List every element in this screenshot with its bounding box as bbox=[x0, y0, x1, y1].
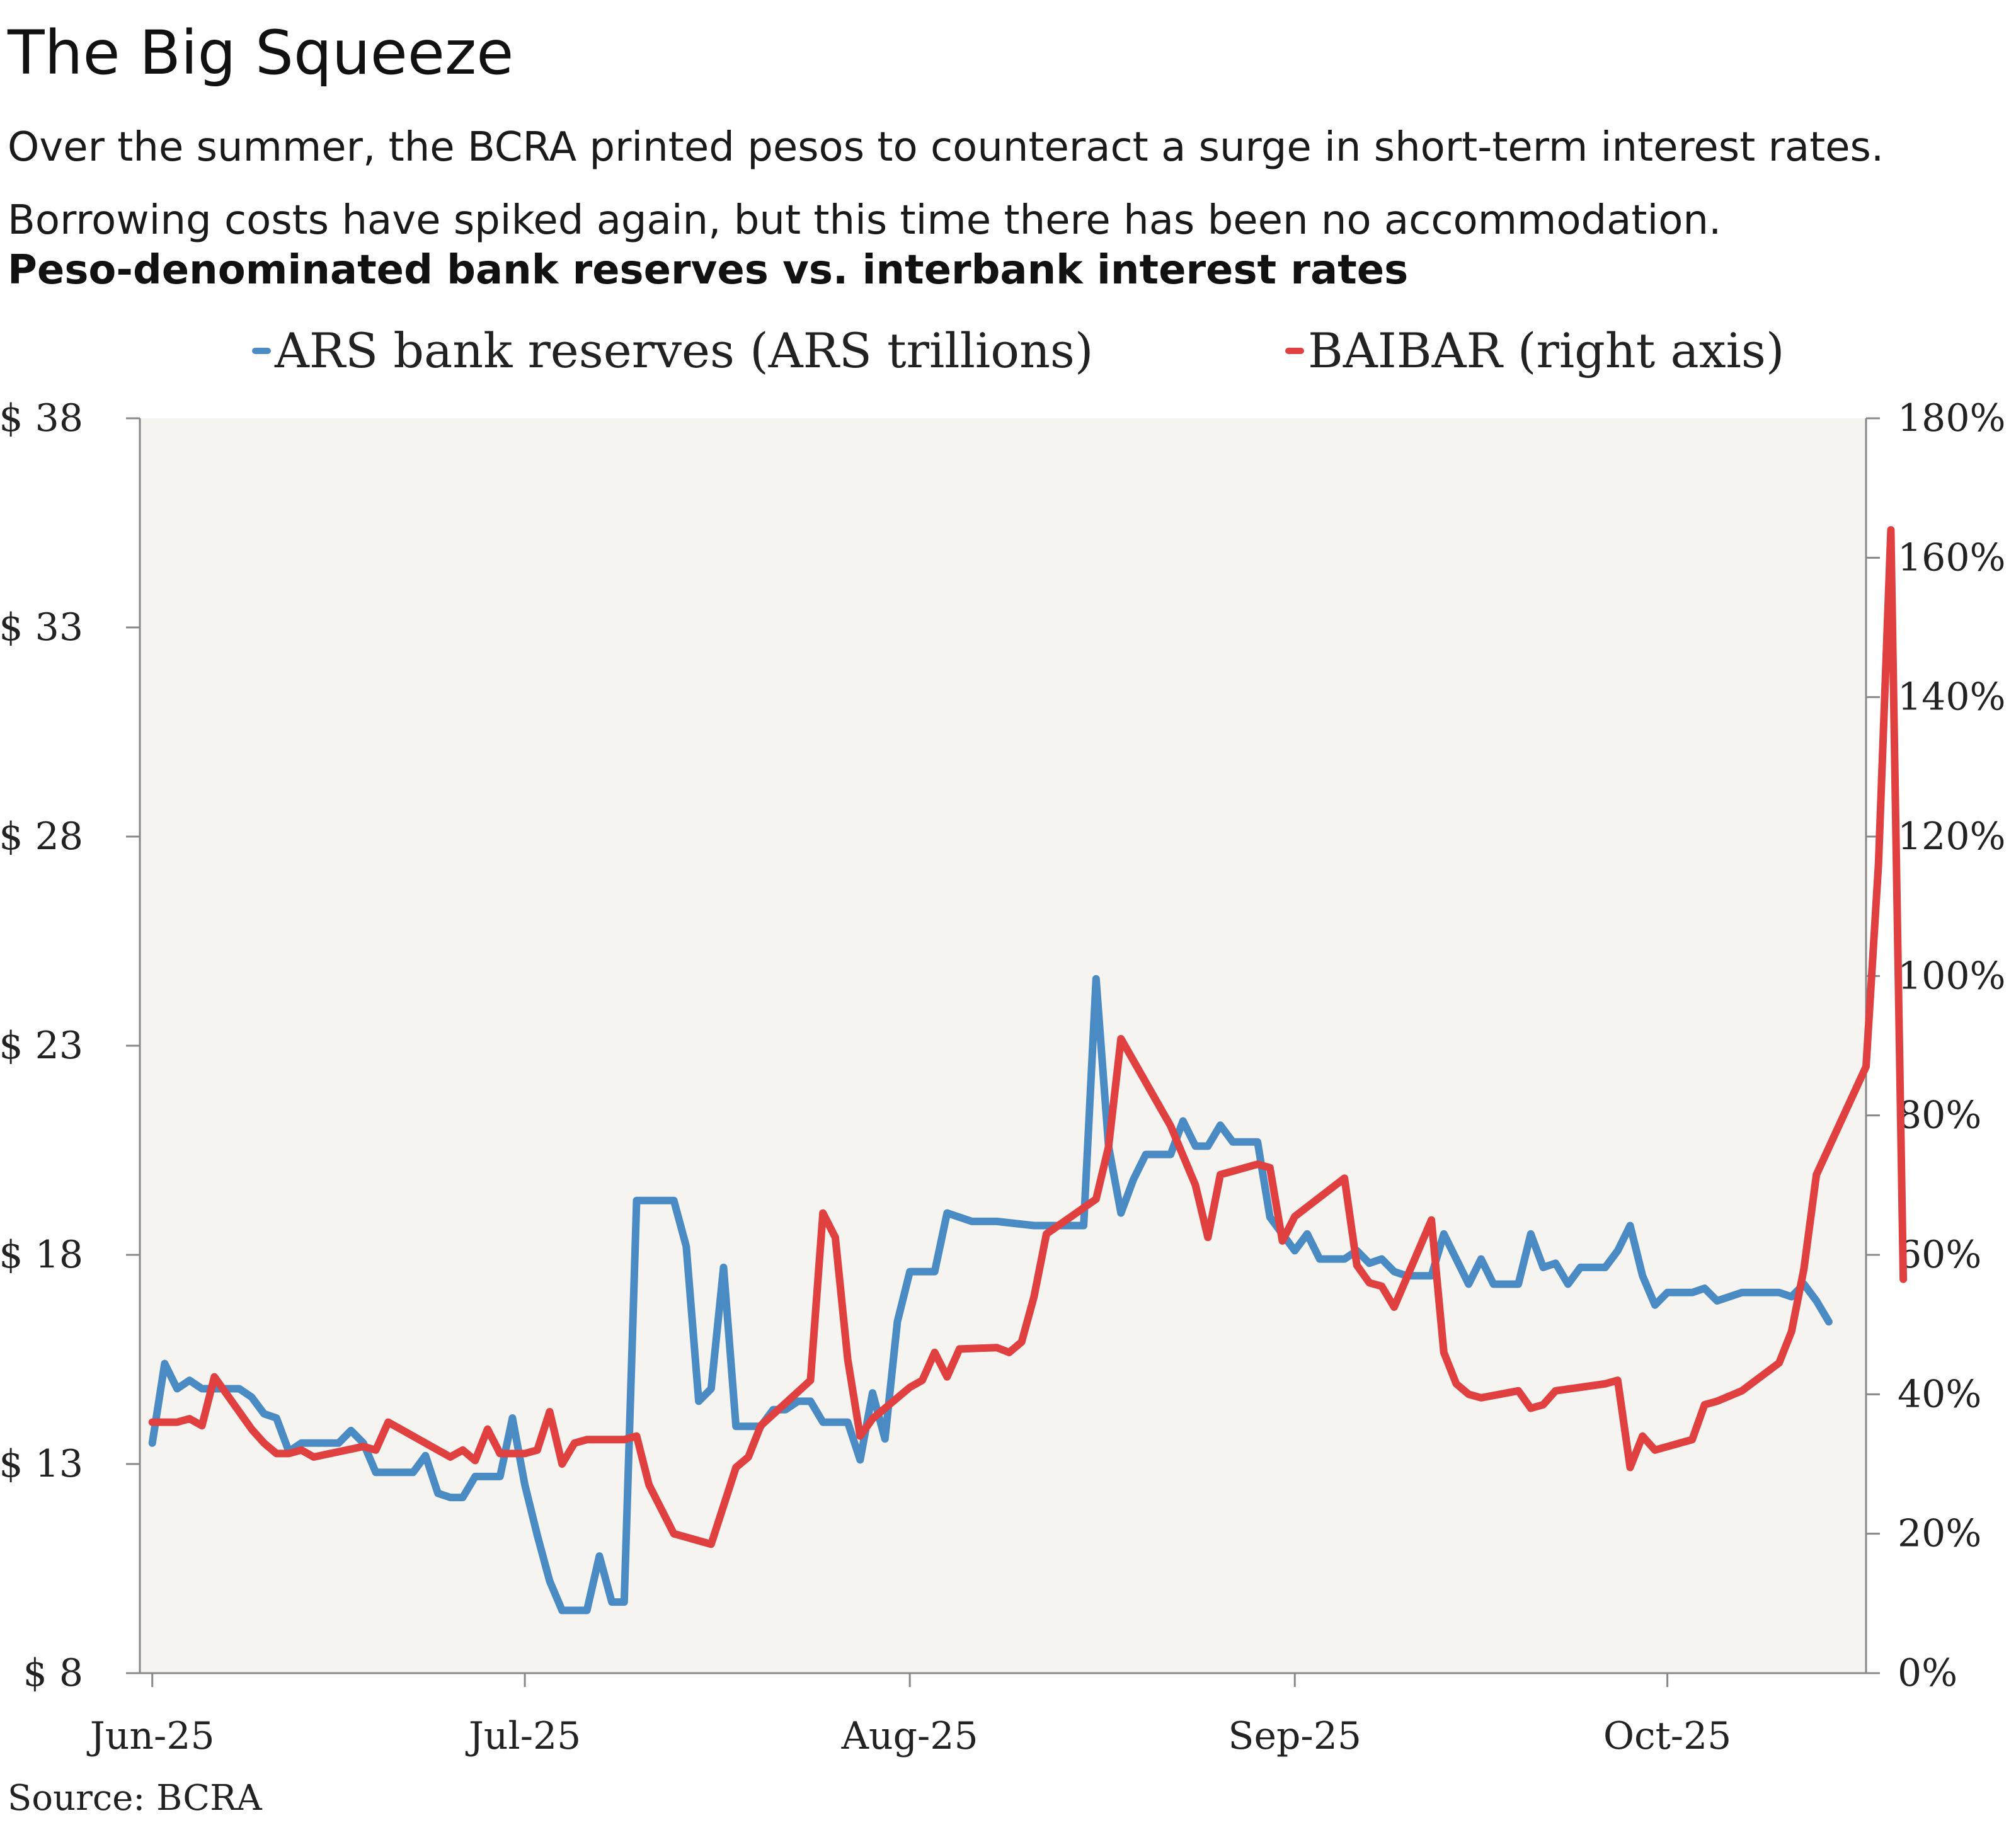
y-left-tick-label: $ 38 bbox=[0, 396, 83, 440]
legend-item-reserves: ARS bank reserves (ARS trillions) bbox=[252, 323, 1094, 379]
x-tick-label: Oct-25 bbox=[1603, 1714, 1732, 1758]
y-left-tick-label: $ 18 bbox=[0, 1233, 83, 1277]
y-right-tick-label: 40% bbox=[1898, 1372, 1981, 1416]
x-tick-label: Aug-25 bbox=[841, 1714, 978, 1758]
legend-label-baibar: BAIBAR (right axis) bbox=[1308, 323, 1785, 379]
x-tick-label: Jun-25 bbox=[86, 1714, 215, 1758]
series-line-baibar bbox=[148, 526, 1908, 1548]
legend-swatch-baibar bbox=[1285, 347, 1304, 354]
legend-swatch-reserves bbox=[252, 347, 271, 354]
y-left-tick-label: $ 13 bbox=[0, 1442, 83, 1486]
y-right-tick-label: 20% bbox=[1898, 1512, 1981, 1556]
chart-heading: Peso-denominated bank reserves vs. inter… bbox=[8, 247, 1409, 294]
plot-area bbox=[140, 418, 1866, 1673]
y-left-tick-label: $ 23 bbox=[0, 1024, 83, 1068]
y-right-tick-label: 60% bbox=[1898, 1233, 1981, 1277]
y-right-tick-label: 140% bbox=[1898, 675, 2006, 719]
chart-title: The Big Squeeze bbox=[8, 18, 514, 88]
series-line-reserves bbox=[148, 975, 1833, 1615]
y-right-tick-label: 0% bbox=[1898, 1651, 1957, 1695]
legend-item-baibar: BAIBAR (right axis) bbox=[1285, 323, 1785, 379]
y-left-tick-label: $ 28 bbox=[0, 815, 83, 859]
y-right-tick-label: 180% bbox=[1898, 396, 2006, 440]
y-right-tick-label: 160% bbox=[1898, 535, 2006, 580]
y-left-tick-label: $ 8 bbox=[23, 1651, 83, 1695]
chart-subtitle: Over the summer, the BCRA printed pesos … bbox=[8, 124, 1884, 244]
source-note: Source: BCRA bbox=[8, 1778, 262, 1819]
x-tick-label: Sep-25 bbox=[1228, 1714, 1361, 1758]
y-left-tick-label: $ 33 bbox=[0, 605, 83, 649]
legend-label-reserves: ARS bank reserves (ARS trillions) bbox=[275, 323, 1094, 379]
y-right-tick-label: 80% bbox=[1898, 1094, 1981, 1138]
x-tick-label: Jul-25 bbox=[465, 1714, 581, 1758]
y-right-tick-label: 120% bbox=[1898, 815, 2006, 859]
y-right-tick-label: 100% bbox=[1898, 954, 2006, 998]
